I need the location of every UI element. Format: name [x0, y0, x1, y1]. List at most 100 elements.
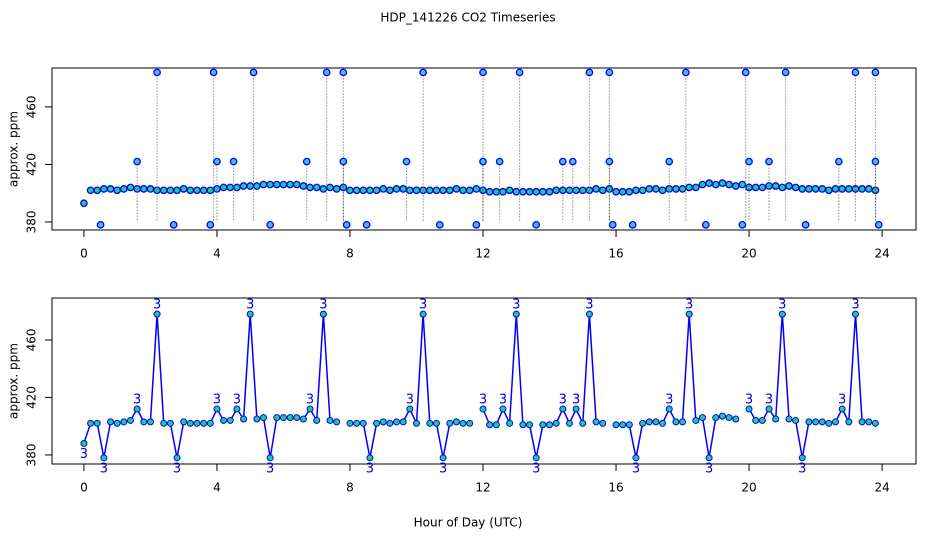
point-label: 3 — [406, 392, 414, 407]
point — [771, 182, 780, 190]
point — [146, 185, 155, 193]
point — [366, 454, 374, 462]
point — [834, 157, 843, 166]
point — [326, 416, 334, 424]
point — [612, 187, 620, 196]
point — [685, 310, 693, 318]
point — [180, 418, 188, 426]
point-label: 3 — [173, 461, 181, 476]
point — [322, 68, 331, 77]
point — [638, 186, 647, 195]
point — [313, 416, 321, 424]
point — [599, 419, 607, 427]
y-tick-label: 420 — [25, 153, 39, 176]
x-tick-label: 0 — [80, 247, 88, 261]
point-label: 3 — [439, 461, 447, 476]
point — [299, 182, 308, 190]
point — [266, 454, 274, 462]
point — [399, 418, 407, 426]
y-tick-label: 380 — [25, 210, 39, 233]
point — [665, 157, 674, 166]
point — [206, 220, 215, 229]
point-label: 3 — [765, 392, 773, 407]
point — [652, 185, 660, 193]
point — [532, 187, 541, 196]
y-axis-label: approx. ppm — [7, 111, 21, 187]
point — [698, 180, 707, 189]
point — [139, 185, 148, 193]
point — [741, 68, 750, 77]
point — [193, 186, 201, 195]
point — [725, 180, 733, 189]
point-label: 3 — [479, 392, 487, 407]
point — [791, 183, 800, 192]
point — [425, 186, 434, 195]
point — [486, 421, 494, 429]
point — [505, 186, 514, 195]
point — [362, 220, 371, 229]
point — [818, 185, 827, 193]
point — [160, 419, 168, 427]
point-label: 3 — [532, 461, 540, 476]
point — [312, 183, 321, 192]
y-tick-label: 420 — [25, 386, 39, 409]
point — [133, 405, 141, 413]
plot-box — [51, 297, 917, 465]
point — [625, 421, 633, 429]
point — [825, 186, 833, 195]
point — [86, 186, 95, 195]
point — [865, 418, 873, 426]
point — [832, 418, 840, 426]
point — [679, 418, 687, 426]
point — [711, 180, 720, 189]
point — [266, 180, 275, 189]
point — [293, 414, 301, 422]
point — [492, 421, 500, 429]
point — [346, 419, 354, 427]
point — [253, 182, 261, 190]
point — [825, 419, 833, 427]
point — [226, 183, 235, 192]
point — [452, 185, 461, 193]
point — [472, 185, 481, 193]
point — [658, 186, 667, 195]
point — [286, 180, 294, 189]
point — [639, 419, 647, 427]
point — [87, 419, 95, 427]
point — [353, 419, 361, 427]
point — [871, 419, 879, 427]
point — [100, 185, 108, 193]
point — [864, 185, 873, 193]
point — [479, 405, 487, 413]
point — [299, 415, 307, 423]
point — [539, 187, 547, 196]
point — [552, 186, 561, 195]
point — [479, 157, 487, 166]
point — [838, 185, 847, 193]
point — [445, 186, 454, 195]
point — [578, 186, 587, 195]
point — [412, 186, 421, 195]
point — [213, 405, 221, 413]
x-tick-label: 4 — [213, 247, 221, 261]
point — [672, 185, 680, 193]
point — [858, 418, 866, 426]
point — [592, 418, 600, 426]
point — [585, 310, 593, 318]
point — [678, 185, 687, 193]
point — [492, 187, 501, 196]
point — [346, 186, 354, 195]
point-label: 3 — [153, 298, 161, 313]
point — [226, 416, 234, 424]
x-axis-label: Hour of Day (UTC) — [414, 516, 523, 530]
point — [213, 157, 221, 166]
point — [765, 157, 773, 166]
point — [233, 405, 241, 413]
point — [113, 419, 121, 427]
point — [731, 182, 740, 190]
point — [479, 68, 487, 77]
point — [133, 157, 141, 166]
point-label: 3 — [745, 392, 753, 407]
point — [209, 68, 218, 77]
x-tick-label: 0 — [80, 481, 88, 495]
